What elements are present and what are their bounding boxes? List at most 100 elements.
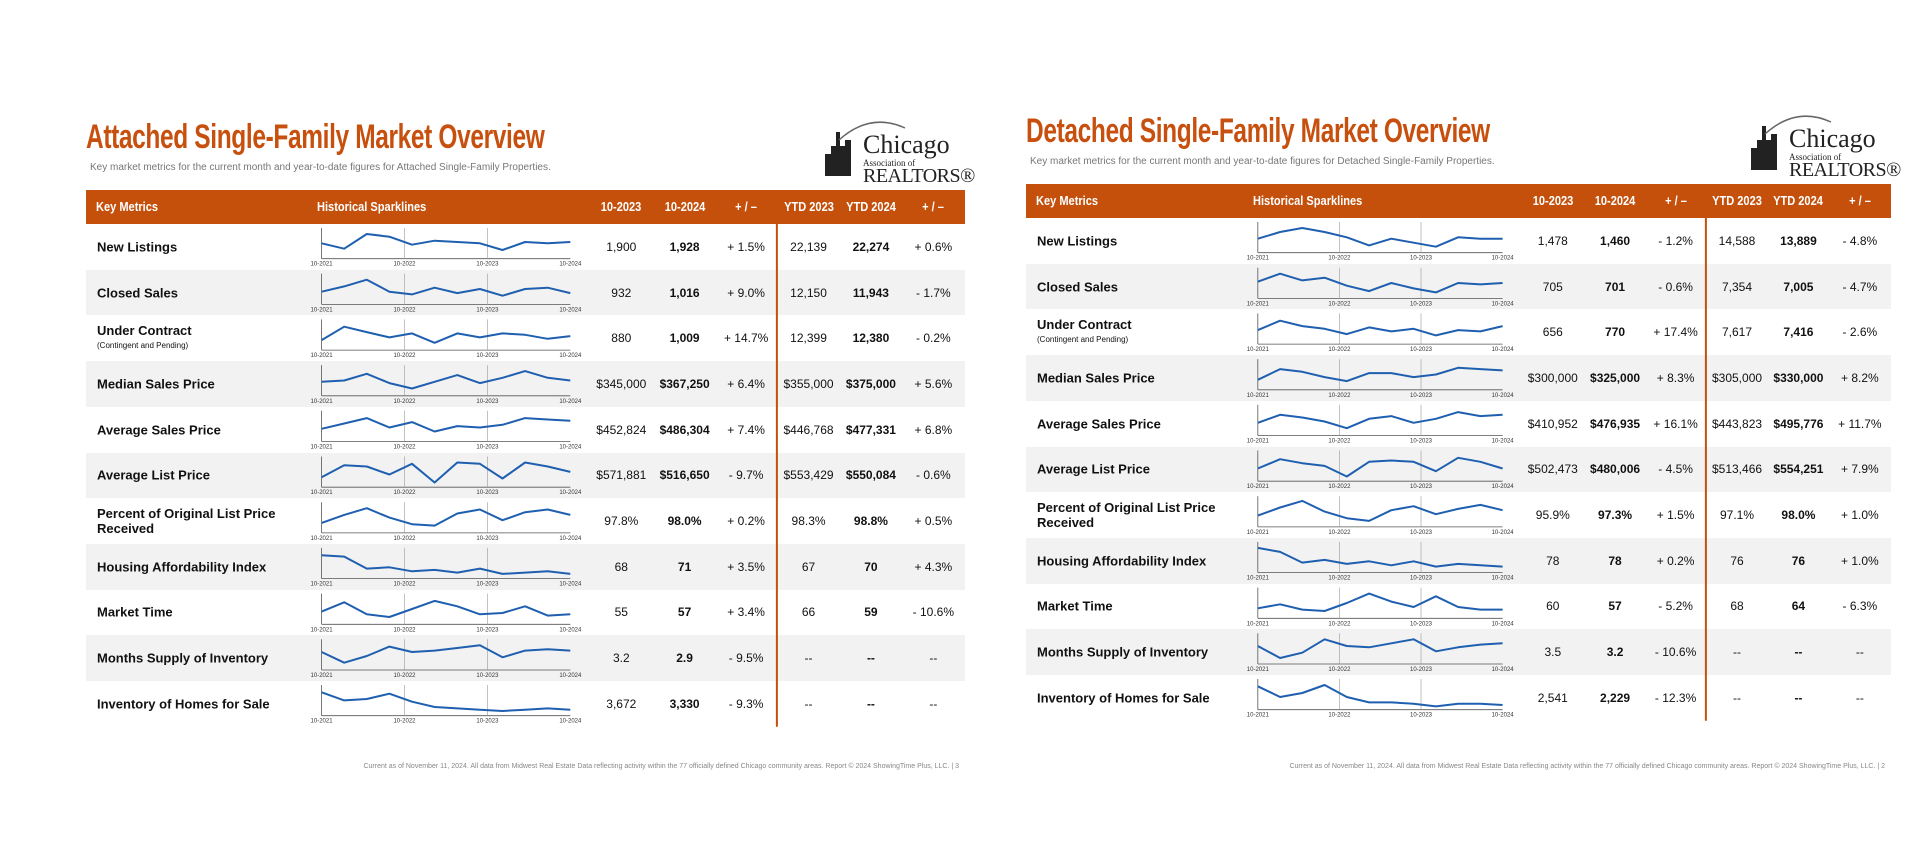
spark-axis-label: 10-2024 xyxy=(1492,621,1515,627)
spark-axis-label: 10-2023 xyxy=(476,536,499,542)
sparkline xyxy=(321,417,571,433)
cell-value: $554,251 xyxy=(1773,462,1824,477)
cell-value: + 17.4% xyxy=(1653,325,1698,340)
cell-value: 3.2 xyxy=(1606,645,1624,660)
cell-value: + 6.8% xyxy=(914,422,953,437)
cell-value: 57 xyxy=(1608,599,1622,614)
metric-name: Average Sales Price xyxy=(1037,416,1161,432)
cell-value: - 9.7% xyxy=(728,468,764,483)
header-cell: 10-2023 xyxy=(601,199,642,214)
cell-value: + 3.4% xyxy=(727,605,765,620)
spark-axis-label: 10-2021 xyxy=(311,719,334,725)
cell-value: - 6.3% xyxy=(1842,599,1878,614)
cell-value: $300,000 xyxy=(1527,370,1578,385)
cell-value: 3.2 xyxy=(612,651,630,666)
metric-name: Under Contract xyxy=(1037,317,1132,333)
header-cell: Key Metrics xyxy=(96,199,159,214)
spark-axis-label: 10-2022 xyxy=(393,719,416,725)
metric-name: New Listings xyxy=(97,239,178,255)
spark-axis-label: 10-2023 xyxy=(476,262,499,268)
sparkline xyxy=(321,233,571,251)
metric-label: Average Sales Price xyxy=(97,422,299,437)
spark-axis-label: 10-2022 xyxy=(1328,621,1351,627)
cell-value: 68 xyxy=(614,559,628,574)
spark-axis-label: 10-2024 xyxy=(1492,713,1515,719)
spark-axis-label: 10-2021 xyxy=(1247,713,1270,719)
header-cell: YTD 2024 xyxy=(846,199,896,214)
spark-axis-label: 10-2022 xyxy=(1328,439,1351,445)
cell-value: 98.0% xyxy=(1781,508,1816,523)
spark-axis-label: 10-2022 xyxy=(393,536,416,542)
header-cell: YTD 2023 xyxy=(1712,193,1762,208)
cell-value: -- xyxy=(866,696,875,711)
metric-label: Under Contract (Contingent and Pending) xyxy=(1037,317,1236,347)
cell-value: 2.9 xyxy=(676,651,693,666)
metric-label: Inventory of Homes for Sale xyxy=(1037,690,1236,705)
cell-value: -- xyxy=(866,651,875,666)
spark-axis-label: 10-2021 xyxy=(311,262,334,268)
metric-label: Housing Affordability Index xyxy=(97,559,299,574)
spark-axis-label: 10-2024 xyxy=(1492,439,1515,445)
metric-label: Median Sales Price xyxy=(97,376,299,391)
spark-axis-label: 10-2023 xyxy=(1410,439,1433,445)
sparkline xyxy=(1257,411,1503,430)
cell-value: + 1.0% xyxy=(1841,508,1879,523)
cell-value: -- xyxy=(1733,645,1742,660)
metric-name: Closed Sales xyxy=(97,285,178,301)
spark-axis-label: 10-2022 xyxy=(1328,347,1351,353)
cell-value: -- xyxy=(929,696,938,711)
cell-value: $486,304 xyxy=(659,422,710,437)
spark-axis-label: 10-2024 xyxy=(559,353,582,359)
logo-skyline xyxy=(825,132,851,176)
header-cell: + / – xyxy=(1848,193,1871,208)
cell-value: 64 xyxy=(1791,599,1806,614)
footer: Current as of November 11, 2024. All dat… xyxy=(363,763,959,770)
cell-value: $550,084 xyxy=(845,468,896,483)
cell-value: -- xyxy=(1855,645,1864,660)
cell-value: 55 xyxy=(614,605,628,620)
spark-axis-label: 10-2022 xyxy=(393,445,416,451)
logo-line: REALTORS® xyxy=(863,165,975,187)
metric-label: Percent of Original List Price Received xyxy=(1037,500,1236,530)
metric-name: Average List Price xyxy=(97,467,210,483)
cell-value: 2,229 xyxy=(1600,690,1631,705)
cell-value: + 4.3% xyxy=(914,559,953,574)
cell-value: 98.3% xyxy=(791,514,826,529)
cell-value: + 1.5% xyxy=(727,239,765,254)
cell-value: $477,331 xyxy=(845,422,896,437)
cell-value: 59 xyxy=(864,605,878,620)
cell-value: 68 xyxy=(1730,599,1744,614)
cell-value: 67 xyxy=(801,559,816,574)
spark-axis-label: 10-2024 xyxy=(559,262,582,268)
cell-value: 14,588 xyxy=(1718,233,1756,248)
metric-label: Months Supply of Inventory xyxy=(1037,645,1236,660)
cell-value: -- xyxy=(804,696,813,711)
cell-value: $513,466 xyxy=(1711,462,1763,477)
cell-value: 7,416 xyxy=(1783,325,1814,340)
cell-value: - 4.7% xyxy=(1842,279,1878,294)
spark-axis-label: 10-2021 xyxy=(311,353,334,359)
cell-value: 1,900 xyxy=(606,239,637,254)
header-cell: + / – xyxy=(922,199,945,214)
cell-value: 1,928 xyxy=(669,239,700,254)
cell-value: 3,672 xyxy=(606,696,637,711)
sparkline xyxy=(1257,684,1503,708)
cell-value: + 16.1% xyxy=(1653,416,1698,431)
metric-note: (Contingent and Pending) xyxy=(1037,335,1129,345)
metric-label: Average List Price xyxy=(1037,462,1236,477)
cell-value: -- xyxy=(1794,645,1803,660)
cell-value: $553,429 xyxy=(783,468,834,483)
metric-label: Months Supply of Inventory xyxy=(97,651,299,666)
subtitle: Key market metrics for the current month… xyxy=(1030,156,1495,167)
cell-value: - 4.5% xyxy=(1658,462,1693,477)
cell-value: 76 xyxy=(1730,553,1744,568)
cell-value: - 4.8% xyxy=(1842,233,1878,248)
metric-label: Average List Price xyxy=(97,468,299,483)
spark-axis-label: 10-2021 xyxy=(311,445,334,451)
metric-label: Closed Sales xyxy=(1037,279,1236,294)
metric-label: Housing Affordability Index xyxy=(1037,553,1236,568)
metric-label: New Listings xyxy=(97,239,299,254)
spark-axis-label: 10-2021 xyxy=(311,536,334,542)
cell-value: + 0.2% xyxy=(727,514,765,529)
spark-axis-label: 10-2023 xyxy=(1410,256,1433,262)
